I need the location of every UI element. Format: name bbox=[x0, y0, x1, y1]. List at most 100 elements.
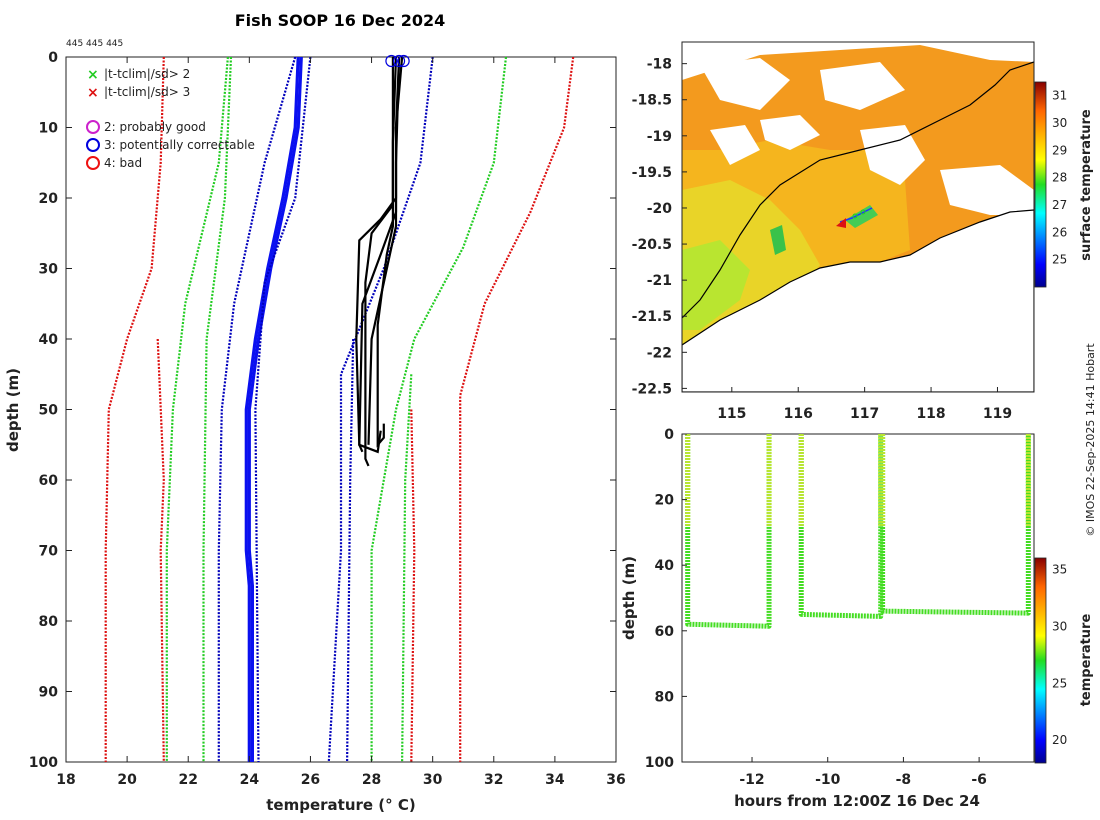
x-tick-label: 22 bbox=[178, 772, 197, 788]
profile-x-label: temperature (° C) bbox=[266, 796, 416, 814]
map-colorbar-tick-label: 25 bbox=[1052, 253, 1067, 267]
legend-circle-marker bbox=[86, 138, 100, 152]
y-tick-label: 0 bbox=[48, 50, 58, 66]
legend-circle-marker bbox=[86, 120, 100, 134]
map-y-tick-label: -19 bbox=[647, 129, 672, 145]
series--2sd-b bbox=[401, 374, 413, 763]
isobath-line bbox=[682, 61, 1034, 319]
profile-y-label: depth (m) bbox=[4, 368, 22, 452]
y-tick-label: 20 bbox=[39, 191, 59, 207]
time-depth-colorbar-ticks: 20 25 30 35 bbox=[1052, 562, 1067, 747]
td-y-tick-label: 60 bbox=[655, 624, 675, 640]
td-y-tick-label: 80 bbox=[655, 689, 675, 705]
legend-label: 4: bad bbox=[104, 156, 142, 170]
td-y-tick-label: 20 bbox=[655, 493, 675, 509]
legend: × |t-tclim|/sd> 2 × |t-tclim|/sd> 3 2: p… bbox=[86, 67, 255, 170]
map-colorbar-tick-label: 27 bbox=[1052, 198, 1067, 212]
time-depth-frame bbox=[681, 433, 1035, 763]
time-depth-colorbar bbox=[1034, 557, 1047, 764]
map-y-tick-label: -20.5 bbox=[632, 237, 672, 253]
land-mass bbox=[682, 209, 1034, 392]
map-y-tick-label: -21.5 bbox=[632, 309, 672, 325]
map-frame bbox=[681, 41, 1035, 393]
y-tick-label: 80 bbox=[39, 614, 59, 630]
td-x-tick-label: -8 bbox=[896, 772, 912, 788]
time-depth-y-label: depth (m) bbox=[620, 556, 638, 640]
series--1sd bbox=[217, 56, 297, 762]
legend-item: × |t-tclim|/sd> 3 bbox=[87, 85, 190, 101]
legend-item: 3: potentially correctable bbox=[86, 138, 255, 152]
map-y-tick-label: -20 bbox=[647, 201, 673, 217]
map-x-tick-label: 115 bbox=[717, 406, 746, 422]
track-drop-marker bbox=[852, 213, 858, 219]
legend-item: 2: probably good bbox=[86, 120, 206, 134]
surface-markers bbox=[385, 54, 410, 68]
map-y-tick-label: -19.5 bbox=[632, 165, 672, 181]
legend-label: |t-tclim|/sd> 2 bbox=[104, 67, 190, 81]
surface-marker bbox=[397, 54, 410, 68]
profile-x-ticks: 18 20 22 24 26 28 30 32 34 36 bbox=[56, 57, 626, 788]
td-x-tick-label: -12 bbox=[739, 772, 764, 788]
profile-y-ticks: 0 10 20 30 40 50 60 70 80 90 100 bbox=[29, 50, 616, 771]
map-colorbar-ticks: 25 26 27 28 29 30 31 bbox=[1052, 89, 1067, 267]
map-content bbox=[682, 45, 1034, 392]
series--3sd-b bbox=[156, 338, 165, 763]
map-y-tick-label: -21 bbox=[647, 273, 672, 289]
map-y-tick-label: -18 bbox=[647, 57, 672, 73]
td-y-tick-label: 40 bbox=[655, 558, 675, 574]
series-clim-mean-b bbox=[247, 56, 303, 762]
series--1sd-b bbox=[346, 338, 355, 763]
map-colorbar-tick-label: 31 bbox=[1052, 89, 1067, 103]
legend-x-marker: × bbox=[87, 67, 99, 83]
cloud-gap bbox=[820, 62, 905, 110]
td-x-tick-label: -6 bbox=[971, 772, 987, 788]
td-y-tick-label: 0 bbox=[664, 427, 674, 443]
series--2sd-b bbox=[202, 56, 233, 762]
sst-field-patch bbox=[845, 205, 878, 228]
td-x-tick-label: -10 bbox=[815, 772, 841, 788]
surface-marker bbox=[392, 54, 406, 68]
track-start-marker bbox=[836, 218, 846, 228]
map-x-tick-label: 118 bbox=[916, 406, 945, 422]
td-colorbar-tick-label: 25 bbox=[1052, 676, 1067, 690]
legend-label: 3: potentially correctable bbox=[104, 138, 255, 152]
series--2sd bbox=[165, 56, 229, 762]
legend-item: × |t-tclim|/sd> 2 bbox=[87, 67, 190, 83]
x-tick-label: 28 bbox=[362, 772, 381, 788]
map-colorbar-label: surface temperature bbox=[1079, 109, 1094, 261]
x-tick-label: 20 bbox=[117, 772, 137, 788]
platform-ids: 445 445 445 bbox=[66, 39, 123, 49]
y-tick-label: 70 bbox=[39, 544, 59, 560]
time-depth-x-ticks: -12 -10 -8 -6 bbox=[739, 757, 987, 788]
track-drop-marker bbox=[860, 209, 866, 215]
series-profile-5 bbox=[367, 56, 401, 445]
td-colorbar-tick-label: 20 bbox=[1052, 733, 1067, 747]
cloud-gap bbox=[940, 165, 1034, 215]
time-depth-x-label: hours from 12:00Z 16 Dec 24 bbox=[734, 792, 980, 810]
profile-plot: 18 20 22 24 26 28 30 32 34 36 0 10 20 30 40 50 60 70 80 90… bbox=[4, 50, 626, 814]
y-tick-label: 50 bbox=[39, 403, 59, 419]
y-tick-label: 60 bbox=[39, 473, 59, 489]
x-tick-label: 34 bbox=[545, 772, 565, 788]
figure-title: Fish SOOP 16 Dec 2024 bbox=[235, 11, 445, 30]
td-y-tick-label: 100 bbox=[645, 755, 674, 771]
x-tick-label: 18 bbox=[56, 772, 75, 788]
y-tick-label: 40 bbox=[39, 332, 59, 348]
x-tick-label: 36 bbox=[606, 772, 625, 788]
x-tick-label: 26 bbox=[301, 772, 320, 788]
map-y-ticks: -18 -18.5 -19 -19.5 -20 -20.5 -21 -21.5 -22 -22.5 bbox=[632, 57, 687, 397]
x-tick-label: 24 bbox=[240, 772, 260, 788]
sst-field-patch bbox=[770, 225, 786, 255]
series--1sd bbox=[327, 56, 434, 763]
series--3sd-b bbox=[410, 409, 416, 763]
sst-field-coastal bbox=[682, 240, 750, 330]
map-colorbar-tick-label: 30 bbox=[1052, 116, 1067, 130]
cloud-gap bbox=[760, 115, 820, 150]
map-colorbar-tick-label: 28 bbox=[1052, 171, 1067, 185]
time-depth-plot: -12 -10 -8 -6 0 20 40 60 80 100 hours from 12:00… bbox=[620, 427, 1094, 810]
time-depth-drops bbox=[685, 434, 1031, 629]
surface-marker bbox=[385, 54, 398, 68]
map-x-tick-label: 119 bbox=[983, 406, 1012, 422]
x-tick-label: 30 bbox=[423, 772, 443, 788]
